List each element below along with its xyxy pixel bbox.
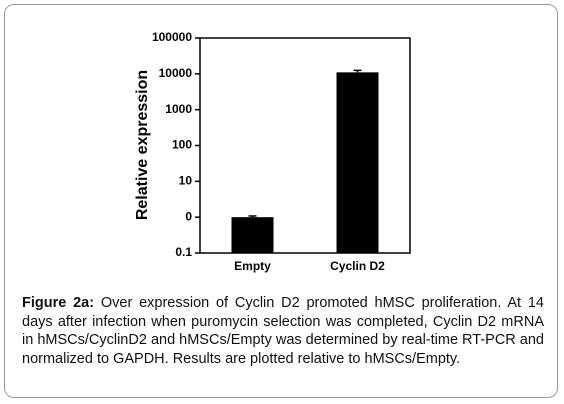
y-tick-label: 1000 [165, 102, 192, 116]
figure-frame [4, 4, 558, 398]
y-tick-label: 100000 [152, 30, 192, 44]
y-tick-label: 10000 [159, 66, 193, 80]
bar [231, 217, 274, 253]
x-tick-label: Cyclin D2 [330, 259, 385, 273]
y-tick-label: 0 [185, 209, 192, 223]
x-tick-label: Empty [234, 259, 271, 273]
y-tick-label: 10 [179, 174, 193, 188]
chart: Relative expression 0.1 0 10 100 1000 10000 10… [134, 30, 411, 273]
y-tick-label: 0.1 [175, 245, 192, 259]
y-axis-label: Relative expression [134, 70, 151, 220]
bar [336, 72, 379, 253]
y-tick-label: 100 [172, 138, 192, 152]
caption: Figure 2a: Over expression of Cyclin D2 … [22, 294, 544, 368]
caption-label: Figure 2a: [22, 295, 95, 311]
caption-text: Over expression of Cyclin D2 promoted hM… [22, 295, 544, 367]
